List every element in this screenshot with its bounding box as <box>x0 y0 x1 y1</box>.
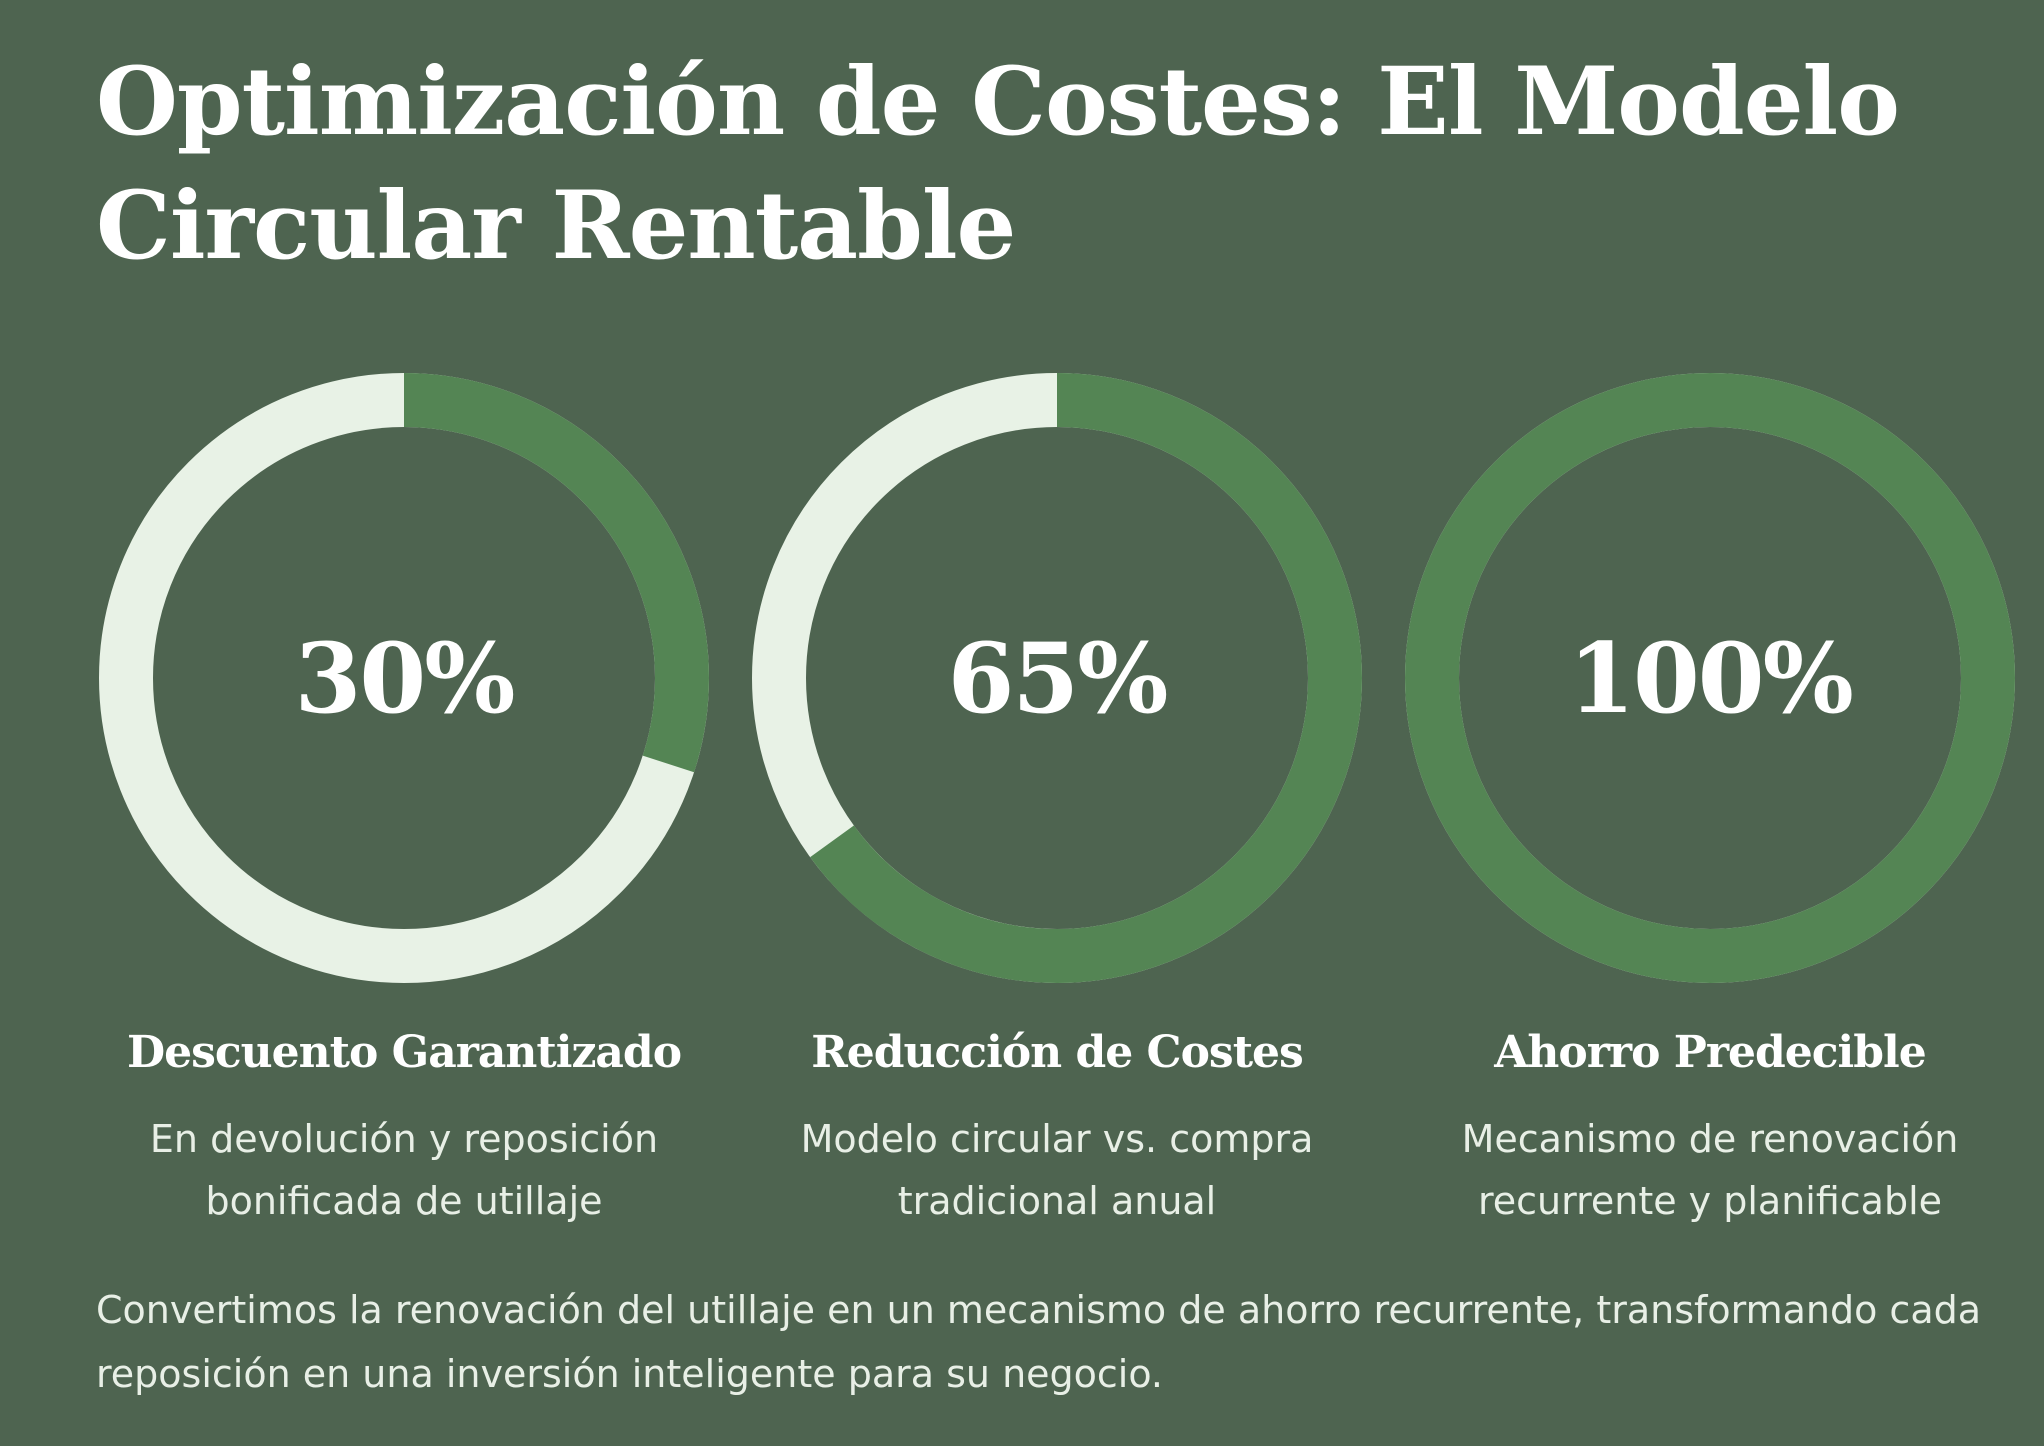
page-title: Optimización de Costes: El Modelo Circul… <box>96 47 1900 281</box>
metric-description: Modelo circular vs. compra tradicional a… <box>800 1117 1314 1223</box>
metric-title: Descuento Garantizado <box>126 1027 682 1078</box>
metric-value: 30% <box>294 621 516 735</box>
ring-svg <box>752 373 1362 983</box>
ring-svg <box>1405 373 2015 983</box>
progress-ring-cost-reduction <box>747 368 1367 988</box>
metric-description: Mecanismo de renovación recurrente y pla… <box>1461 1117 1959 1223</box>
ring-svg <box>99 373 709 983</box>
metric-title: Reducción de Costes <box>811 1027 1304 1078</box>
progress-ring-predictable-savings <box>1400 368 2020 988</box>
metric-card-predictable-savings: 100% Ahorro Predecible Mecanismo de reno… <box>1400 368 2020 1228</box>
metric-card-discount: 30% Descuento Garantizado En devolución … <box>94 368 714 1228</box>
footer-text: Convertimos la renovación del utillaje e… <box>96 1288 1982 1396</box>
metric-value: 100% <box>1568 621 1854 735</box>
ring-progress-arc <box>1405 373 2015 983</box>
ring-progress-arc <box>752 373 1362 983</box>
progress-ring-discount <box>94 368 714 988</box>
metric-card-cost-reduction: 65% Reducción de Costes Modelo circular … <box>747 368 1367 1228</box>
metric-value: 65% <box>947 621 1169 735</box>
ring-progress-arc <box>99 373 709 983</box>
metric-description: En devolución y reposición bonificada de… <box>149 1117 659 1223</box>
metric-title: Ahorro Predecible <box>1494 1027 1927 1078</box>
